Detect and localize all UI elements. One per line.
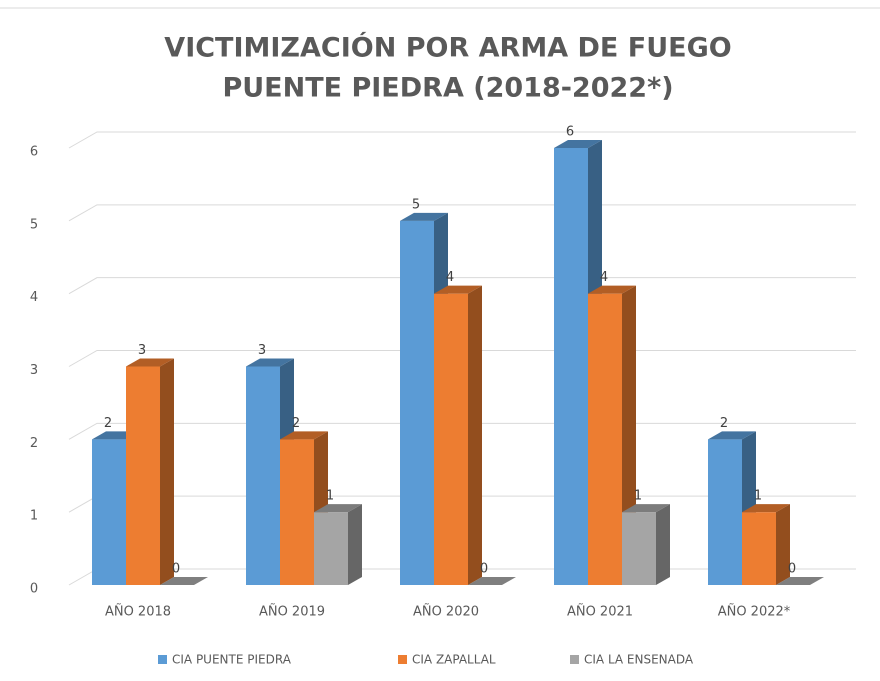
data-label: 2: [292, 416, 300, 431]
bar-top: [400, 212, 448, 221]
bar-top: [468, 577, 516, 585]
bar-top: [708, 431, 756, 440]
data-label: 0: [172, 562, 180, 577]
bar: [622, 512, 656, 585]
y-tick-label: 4: [30, 290, 38, 305]
bar-side: [348, 504, 362, 585]
x-tick-label: AÑO 2022*: [718, 604, 791, 620]
legend-label: CIA ZAPALLAL: [412, 653, 496, 667]
bar: [126, 366, 160, 585]
bar-top: [126, 358, 174, 367]
x-tick-label: AÑO 2019: [259, 604, 325, 620]
bar-side: [468, 285, 482, 585]
legend-label: CIA LA ENSENADA: [584, 653, 694, 667]
bar: [246, 366, 280, 585]
bar: [554, 148, 588, 585]
chart-subtitle: PUENTE PIEDRA (2018-2022*): [222, 73, 673, 104]
data-label: 3: [138, 343, 146, 358]
data-label: 0: [480, 562, 488, 577]
data-label: 0: [788, 562, 796, 577]
grid-line: [68, 204, 856, 222]
data-label: 5: [412, 197, 420, 212]
data-label: 4: [446, 270, 454, 285]
grid-line: [68, 131, 856, 149]
bar: [92, 439, 126, 585]
data-label: 1: [634, 489, 642, 504]
y-tick-label: 3: [30, 363, 38, 378]
data-label: 4: [600, 270, 608, 285]
bar-side: [776, 504, 790, 585]
y-tick-label: 5: [30, 217, 38, 232]
legend-label: CIA PUENTE PIEDRA: [172, 653, 292, 667]
x-tick-label: AÑO 2021: [567, 604, 633, 620]
bar-top: [160, 577, 208, 585]
legend-swatch: [398, 655, 407, 664]
y-tick-label: 1: [30, 509, 38, 524]
bar: [588, 293, 622, 585]
x-tick-label: AÑO 2018: [105, 604, 171, 620]
data-label: 1: [754, 489, 762, 504]
bar: [742, 512, 776, 585]
legend-swatch: [158, 655, 167, 664]
y-tick-label: 6: [30, 145, 38, 160]
data-label: 2: [104, 416, 112, 431]
bar-top: [622, 504, 670, 513]
legend-swatch: [570, 655, 579, 664]
data-label: 1: [326, 489, 334, 504]
chart-title: VICTIMIZACIÓN POR ARMA DE FUEGO: [164, 32, 731, 64]
bar: [708, 439, 742, 585]
bar-top: [434, 285, 482, 294]
bar-side: [656, 504, 670, 585]
data-label: 3: [258, 343, 266, 358]
bar: [434, 293, 468, 585]
grid-line: [68, 277, 856, 295]
bar: [280, 439, 314, 585]
bar-side: [160, 358, 174, 585]
bar-top: [280, 431, 328, 440]
data-label: 6: [566, 125, 574, 140]
bar-top: [742, 504, 790, 513]
data-label: 2: [720, 416, 728, 431]
bar-top: [776, 577, 824, 585]
bar-top: [554, 140, 602, 148]
y-tick-label: 2: [30, 436, 38, 451]
x-tick-label: AÑO 2020: [413, 604, 479, 620]
bar-top: [314, 504, 362, 513]
bar: [400, 220, 434, 586]
bar-top: [588, 285, 636, 294]
y-tick-label: 0: [30, 582, 38, 597]
bar: [314, 512, 348, 585]
bar-top: [246, 358, 294, 367]
